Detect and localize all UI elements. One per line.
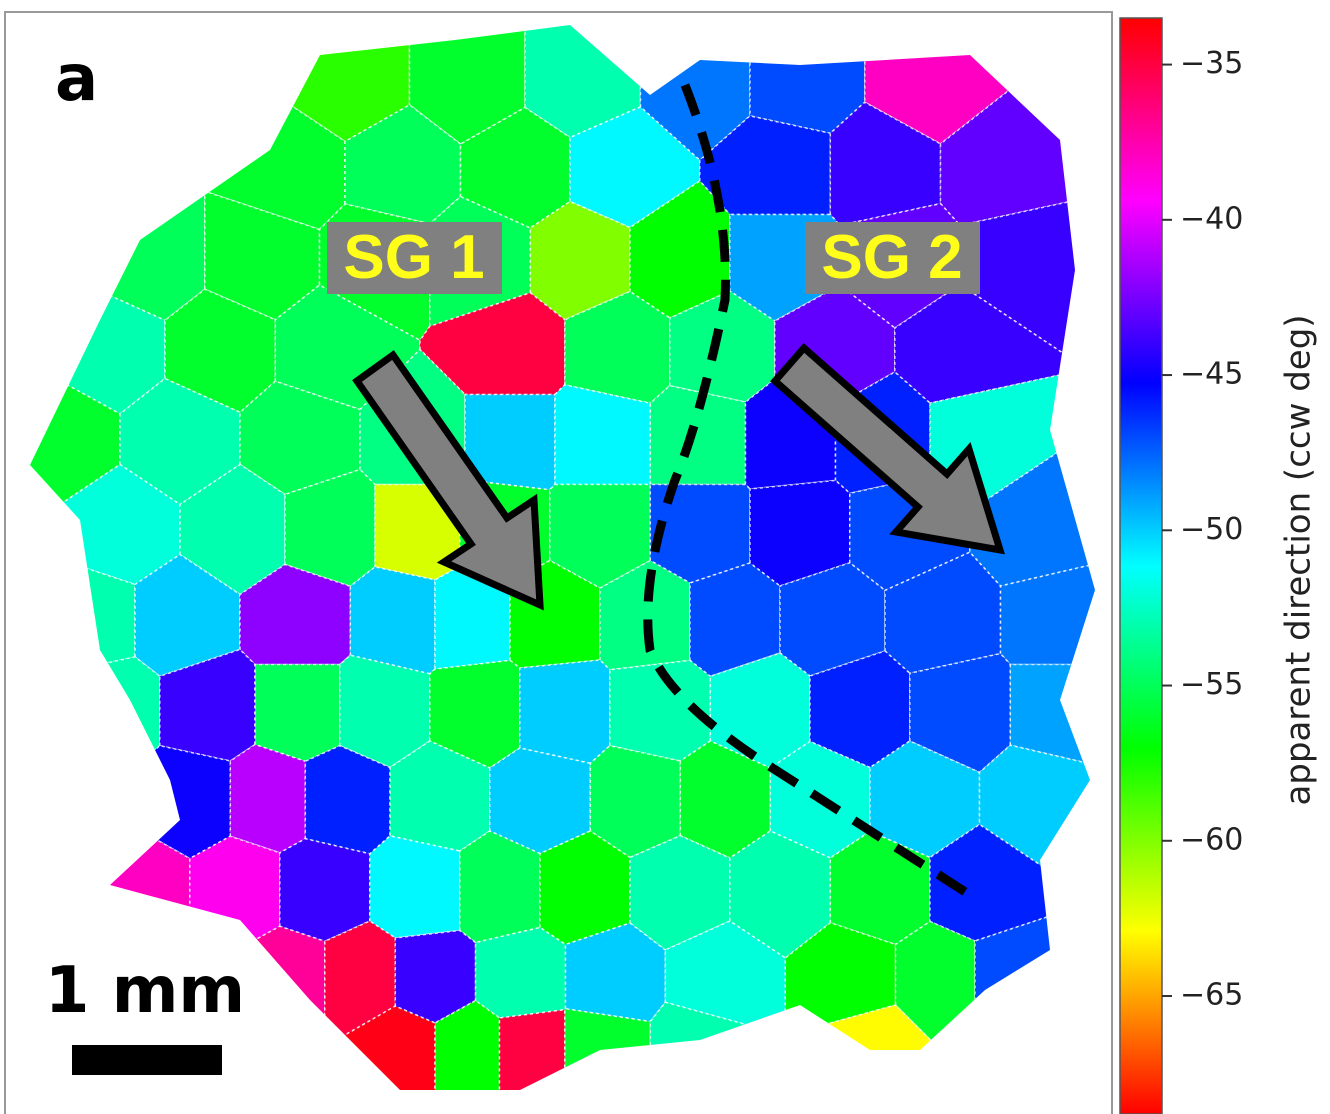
colorbar-tick-label: −40 (1180, 201, 1243, 236)
grain (829, 101, 942, 227)
grain (349, 566, 436, 675)
grain (729, 830, 832, 959)
grain (369, 835, 461, 939)
panel-label: a (55, 42, 98, 116)
label-box (805, 222, 980, 294)
grain (279, 837, 371, 943)
label-box (327, 222, 502, 294)
colorbar-tick-label: −35 (1180, 46, 1243, 81)
grain-boundary-line (643, 83, 973, 899)
grain (554, 383, 652, 486)
grain (474, 926, 567, 1019)
colorbar (1119, 17, 1163, 1114)
grain (304, 744, 391, 855)
colorbar-tick-label: −50 (1180, 512, 1243, 547)
grain (749, 479, 851, 587)
scale-bar (72, 1045, 222, 1075)
grain (464, 393, 556, 491)
colorbar-axis: −35 −40 −45 −50 −55 −60 −65 (1162, 46, 1243, 1013)
colorbar-tick-label: −45 (1180, 357, 1243, 392)
grain (809, 650, 911, 769)
arrow (770, 343, 1006, 555)
grain (374, 483, 461, 581)
grain (459, 830, 541, 944)
sg-label: SG 2 (821, 223, 962, 292)
scale-bar-label: 1 mm (45, 954, 245, 1028)
grain (254, 663, 341, 763)
arrow (352, 350, 544, 611)
colorbar-tick-label: −60 (1180, 822, 1243, 857)
colorbar-tick-label: −55 (1180, 667, 1243, 702)
grain (229, 743, 307, 854)
sg-label: SG 1 (343, 223, 484, 292)
colorbar-label: apparent direction (ccw deg) (1279, 314, 1319, 805)
grain (664, 920, 787, 1037)
colorbar-tick-label: −65 (1180, 978, 1243, 1013)
grain (519, 659, 611, 765)
